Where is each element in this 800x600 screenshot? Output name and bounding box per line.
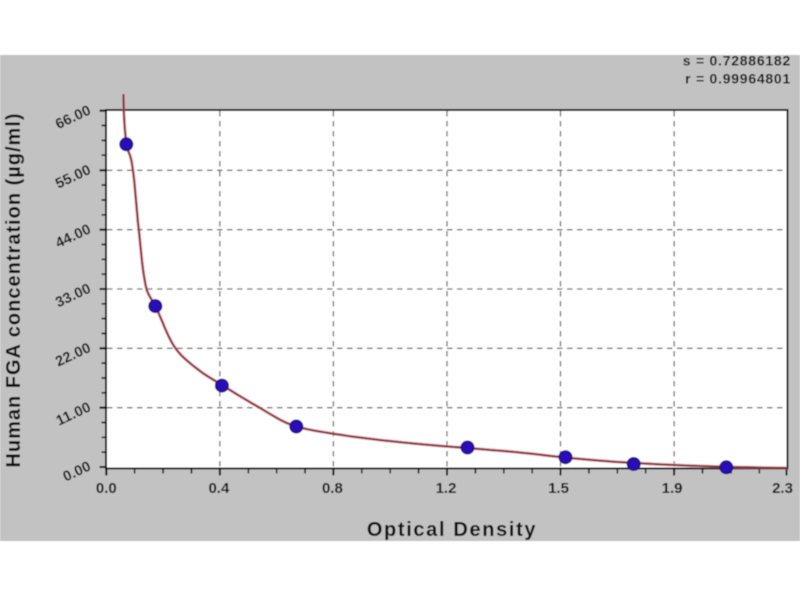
svg-text:0.8: 0.8 (322, 480, 343, 497)
svg-text:0.4: 0.4 (208, 480, 230, 497)
svg-text:r = 0.99964801: r = 0.99964801 (685, 71, 791, 87)
svg-text:0.0: 0.0 (96, 480, 117, 497)
svg-text:Optical Density: Optical Density (367, 519, 537, 541)
svg-text:2.3: 2.3 (772, 480, 793, 497)
svg-text:1.2: 1.2 (436, 480, 457, 497)
svg-text:1.9: 1.9 (662, 480, 683, 497)
svg-text:Human FGA concentration (µg/ml: Human FGA concentration (µg/ml) (3, 112, 25, 467)
svg-text:s = 0.72886182: s = 0.72886182 (683, 53, 791, 69)
svg-text:1.5: 1.5 (548, 480, 569, 497)
